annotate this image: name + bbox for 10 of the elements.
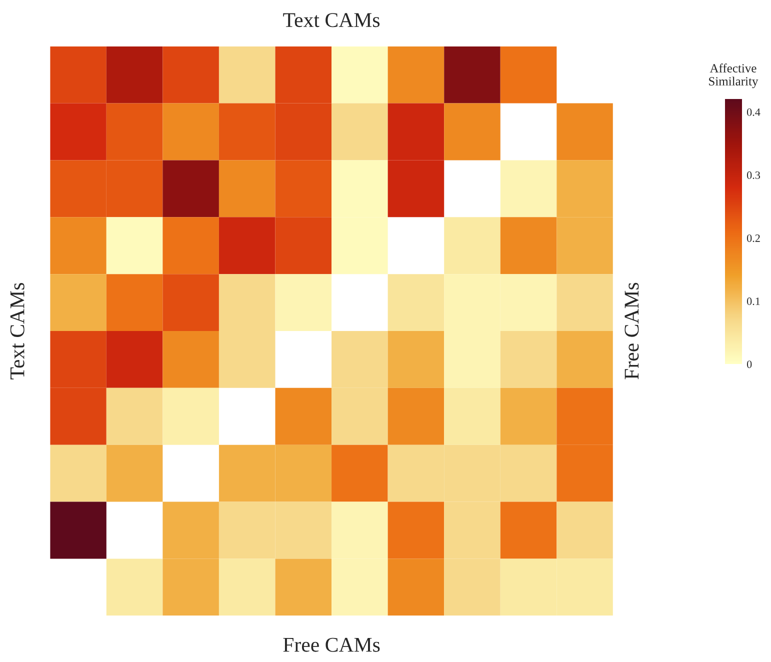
y2-axis-title: Free CAMs	[624, 282, 639, 380]
color-bar-label: 0.2	[746, 234, 760, 242]
color-bar-label: 0.1	[746, 298, 760, 306]
color-bar-title: Affective Similarity	[709, 64, 758, 88]
y-axis-title: Text CAMs	[10, 283, 24, 380]
chart-title: Text CAMs	[283, 13, 380, 28]
color-bar-label: 0	[746, 360, 752, 368]
x-axis-title: Free CAMs	[283, 638, 380, 652]
color-bar-label: 0.3	[746, 171, 760, 179]
color-bar-label: 0.4	[746, 108, 760, 116]
